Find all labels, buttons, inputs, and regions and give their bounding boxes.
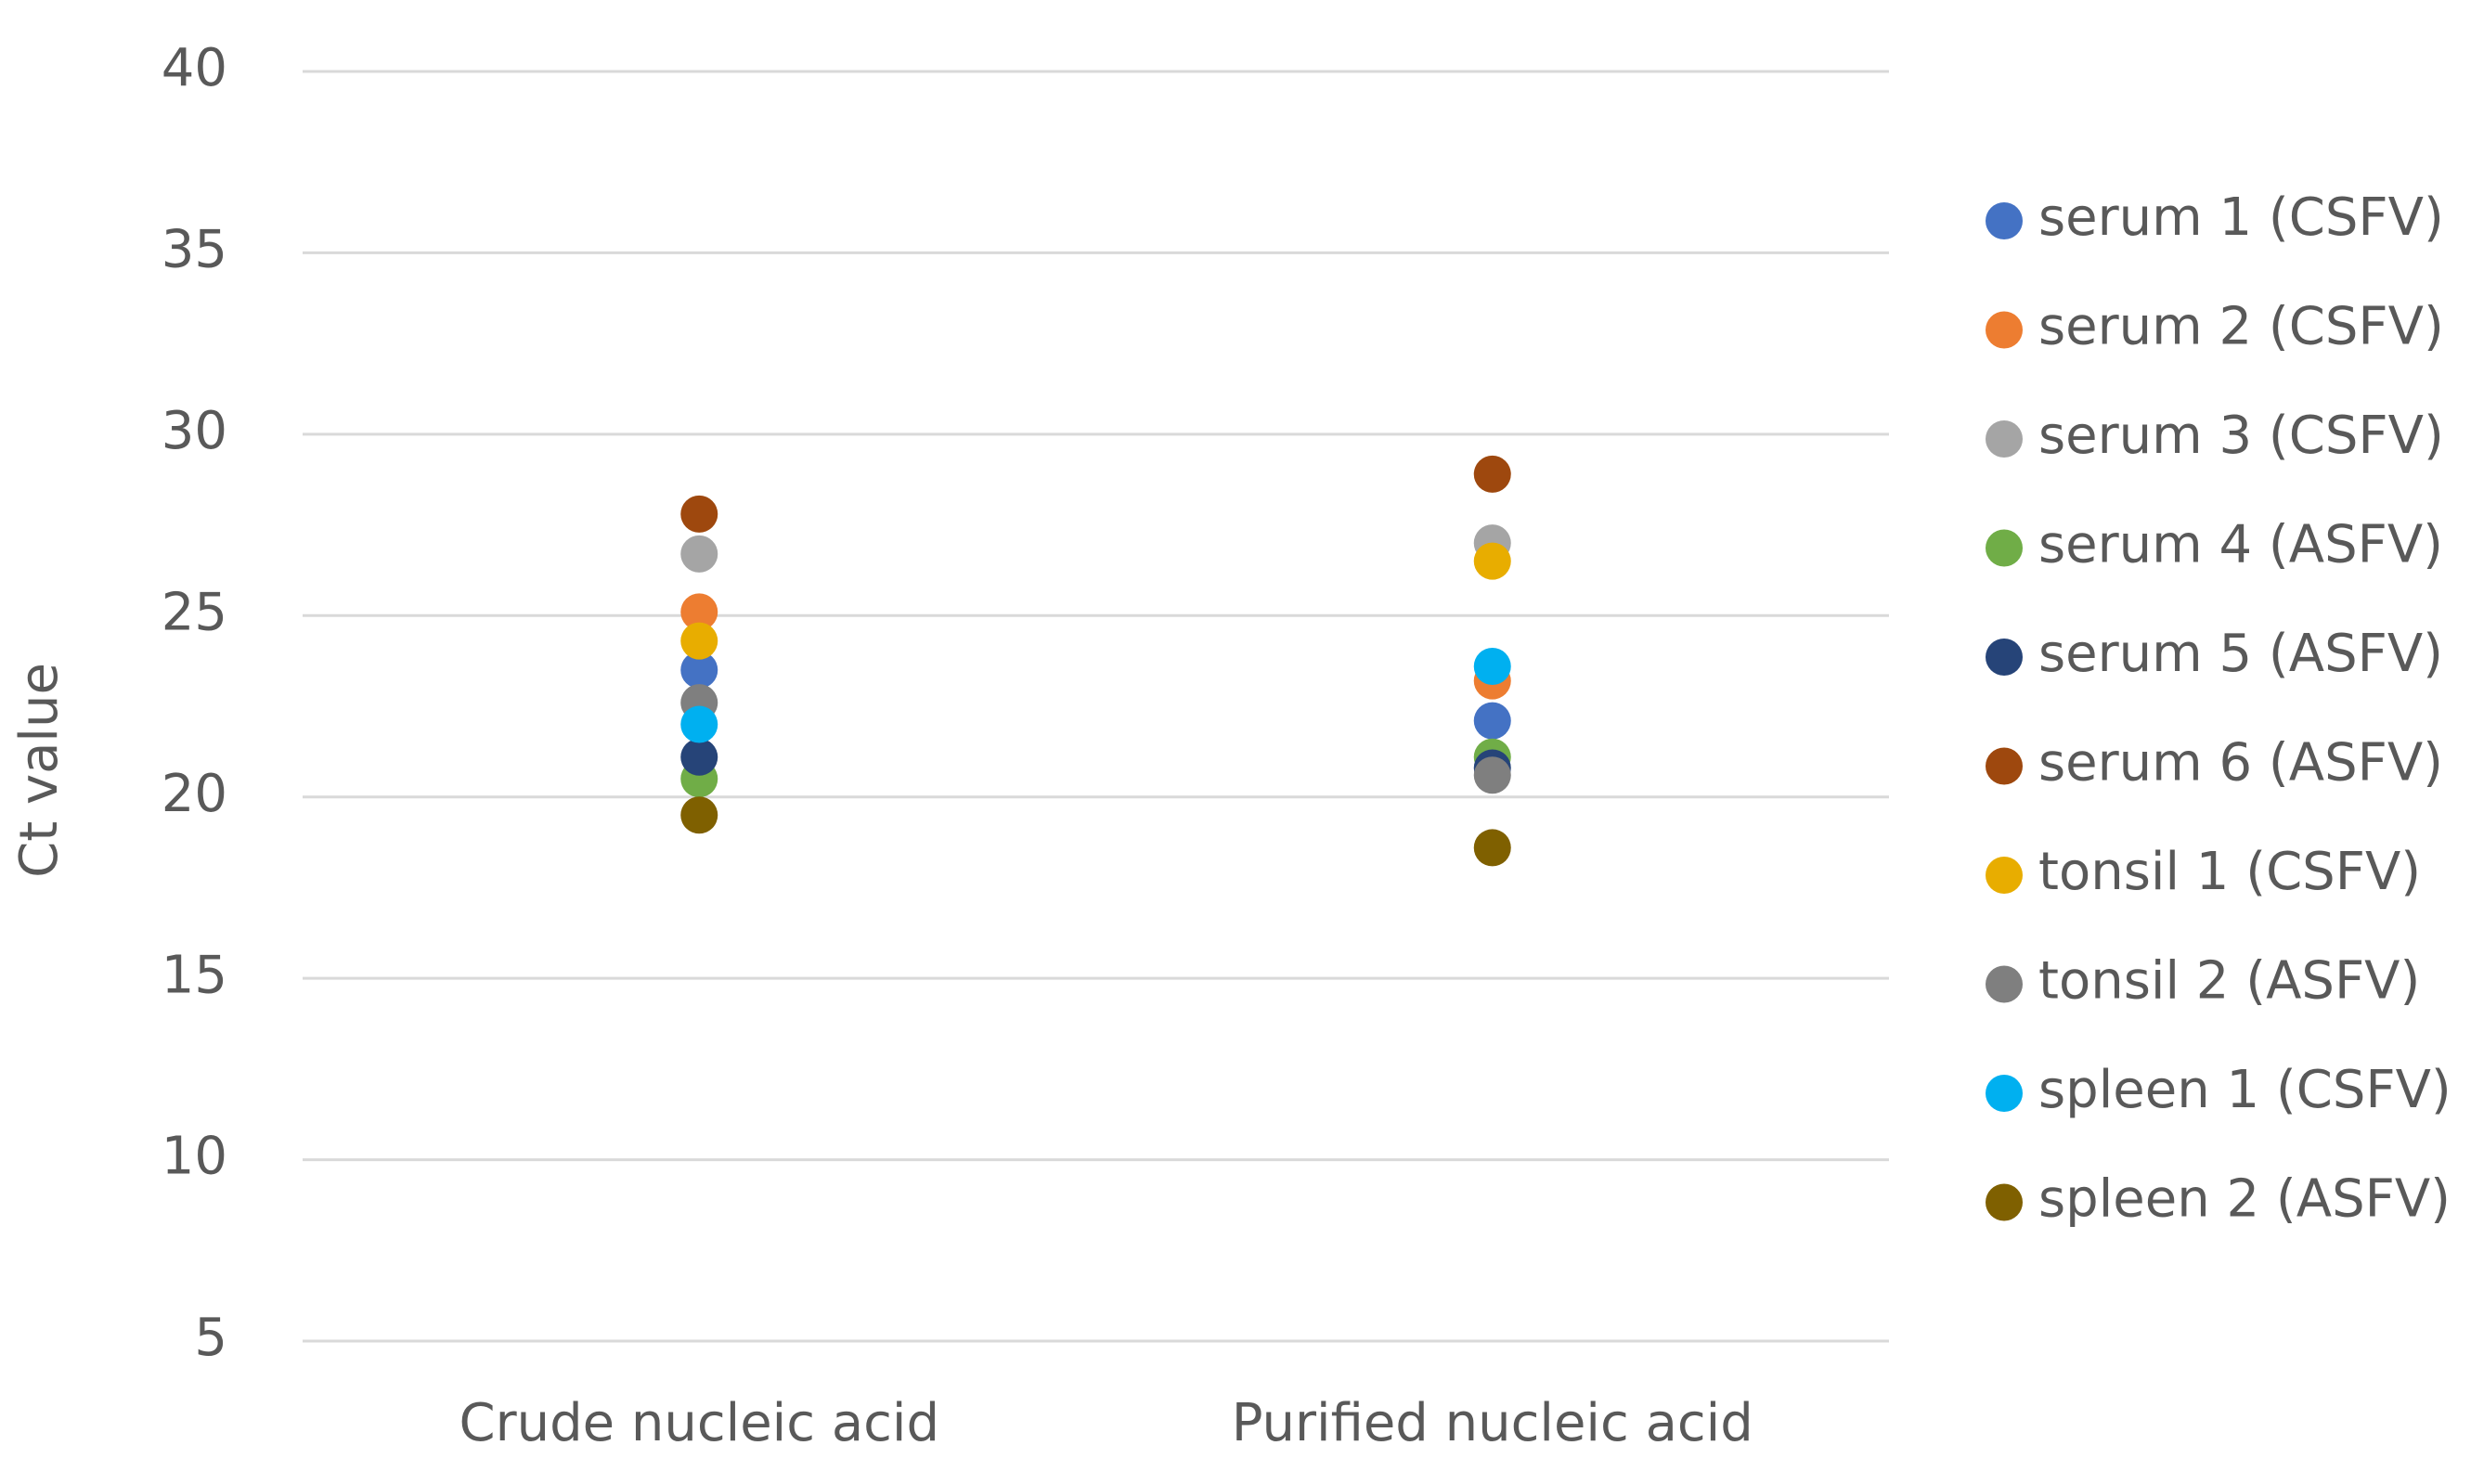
data-point: [680, 535, 718, 573]
legend-label: spleen 2 (ASFV): [2038, 1169, 2451, 1230]
y-tick-label: 35: [162, 220, 227, 280]
y-tick-label: 10: [162, 1127, 227, 1187]
data-point: [680, 738, 718, 776]
data-point: [1473, 648, 1511, 686]
x-tick-label: Purified nucleic acid: [1232, 1393, 1753, 1453]
legend-label: serum 4 (ASFV): [2038, 515, 2443, 575]
y-tick-label: 40: [162, 38, 227, 98]
legend-label: serum 2 (CSFV): [2038, 297, 2444, 357]
data-point: [1473, 756, 1511, 794]
legend-label: serum 5 (ASFV): [2038, 624, 2443, 684]
legend-marker: [1986, 1183, 2023, 1221]
legend-label: spleen 1 (CSFV): [2038, 1060, 2452, 1120]
data-point: [1473, 542, 1511, 580]
x-tick-label: Crude nucleic acid: [459, 1393, 939, 1453]
legend-label: tonsil 2 (ASFV): [2038, 951, 2420, 1012]
data-point: [680, 622, 718, 660]
legend-marker: [1986, 202, 2023, 239]
data-point: [1473, 829, 1511, 867]
data-point: [680, 705, 718, 743]
legend-marker: [1986, 529, 2023, 567]
data-point: [1473, 702, 1511, 740]
legend-label: tonsil 1 (CSFV): [2038, 842, 2421, 902]
y-tick-label: 15: [162, 945, 227, 1005]
data-point: [680, 593, 718, 631]
y-tick-label: 30: [162, 401, 227, 461]
y-tick-label: 20: [162, 764, 227, 824]
legend-marker: [1986, 1075, 2023, 1112]
legend-marker: [1986, 420, 2023, 458]
legend-label: serum 1 (CSFV): [2038, 187, 2444, 248]
y-tick-label: 25: [162, 582, 227, 642]
legend-label: serum 6 (ASFV): [2038, 733, 2443, 794]
legend-marker: [1986, 747, 2023, 785]
legend-marker: [1986, 857, 2023, 894]
y-axis-title: Ct value: [9, 663, 70, 878]
data-point: [680, 651, 718, 689]
data-point: [1473, 455, 1511, 493]
legend-label: serum 3 (CSFV): [2038, 406, 2444, 466]
data-point: [680, 796, 718, 834]
legend-marker: [1986, 639, 2023, 676]
y-tick-label: 5: [194, 1308, 227, 1368]
data-point: [680, 495, 718, 533]
legend-marker: [1986, 311, 2023, 349]
legend-marker: [1986, 965, 2023, 1003]
